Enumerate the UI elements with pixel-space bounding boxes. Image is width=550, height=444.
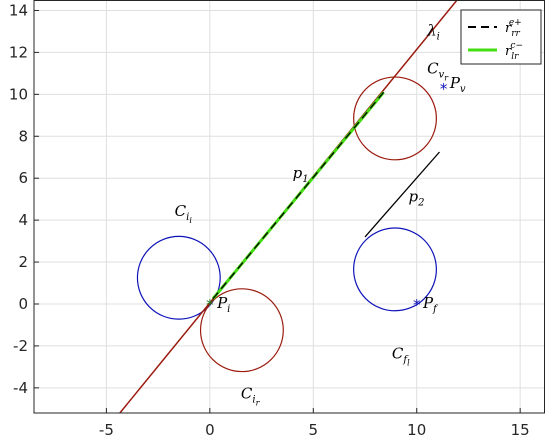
- y-tick-label: 2: [18, 253, 28, 271]
- x-tick-label: 0: [205, 421, 215, 439]
- y-tick-label: 0: [18, 295, 28, 313]
- point-p-i: *: [206, 296, 214, 314]
- y-tick-label: -2: [13, 337, 28, 355]
- annotation-c-fl: Cfl: [392, 344, 410, 367]
- annotations: λi Cvr Pv p1 p2 Cii Pi Pf Cfl Cir: [175, 22, 466, 408]
- annotation-c-ir: Cir: [241, 384, 261, 407]
- y-tick-label: 4: [18, 211, 28, 229]
- y-tick-label: 10: [9, 85, 28, 103]
- axes-frame: [33, 0, 545, 414]
- series-p-1: [212, 91, 385, 300]
- plot-marks: * * *: [119, 0, 458, 413]
- legend: rrre+ rlrc−: [460, 9, 542, 65]
- legend-box: [460, 9, 542, 65]
- y-tick-label: 14: [9, 1, 28, 19]
- x-tick-label: 5: [309, 421, 319, 439]
- point-p-v: *: [440, 80, 448, 98]
- annotation-p-2: p2: [408, 187, 424, 208]
- y-tick-label: 12: [9, 43, 28, 61]
- annotation-c-ii: Cii: [175, 202, 193, 225]
- circle-c-fl: [353, 227, 437, 312]
- annotation-p-1: p1: [293, 164, 309, 185]
- x-tick-label: 10: [407, 421, 426, 439]
- annotation--i: λi: [426, 22, 440, 43]
- annotation-p-f: Pf: [422, 294, 439, 315]
- y-tick-label: 6: [18, 169, 28, 187]
- ticks: -5 0 5 10 15 -4 -2 0 2 4 6 8 10 12 14: [9, 1, 530, 439]
- circle-c-ir: [199, 288, 284, 373]
- annotation-c-vr: Cvr: [427, 59, 449, 82]
- y-tick-label: -4: [13, 379, 28, 397]
- legend-label-rrr: rrre+: [505, 18, 522, 39]
- y-tick-label: 8: [18, 127, 28, 145]
- annotation-p-v: Pv: [449, 74, 466, 95]
- point-p-f: *: [413, 296, 421, 314]
- circle-c-ii: [136, 235, 221, 320]
- grid: [34, 0, 545, 413]
- x-tick-label: -5: [99, 421, 114, 439]
- x-tick-label: 15: [511, 421, 530, 439]
- annotation-p-i: Pi: [216, 294, 230, 315]
- series-p-2: [364, 151, 440, 238]
